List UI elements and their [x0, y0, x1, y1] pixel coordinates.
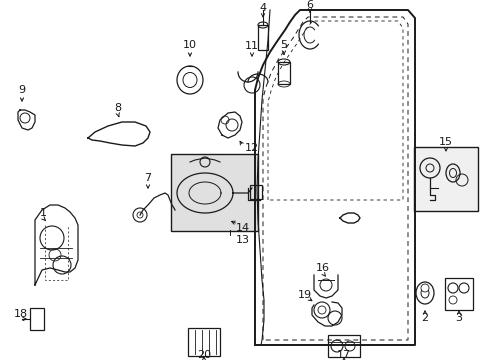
Bar	[30, 308, 44, 330]
Bar	[187, 328, 220, 356]
Text: 9: 9	[19, 85, 25, 95]
Text: 18: 18	[14, 309, 28, 319]
Text: 15: 15	[438, 137, 452, 147]
Text: 1: 1	[40, 208, 46, 218]
Text: 13: 13	[236, 235, 249, 245]
Text: 6: 6	[306, 0, 313, 10]
Text: 12: 12	[244, 143, 259, 153]
Text: 4: 4	[259, 3, 266, 13]
Bar	[327, 335, 359, 357]
Circle shape	[420, 284, 428, 292]
Text: 19: 19	[297, 290, 311, 300]
Bar	[249, 185, 262, 199]
Bar	[258, 25, 267, 50]
Text: 2: 2	[421, 313, 427, 323]
Text: 20: 20	[197, 350, 211, 360]
Text: 14: 14	[235, 223, 249, 233]
Text: 7: 7	[144, 173, 151, 183]
Bar	[444, 278, 472, 310]
Text: 10: 10	[183, 40, 197, 50]
Text: 8: 8	[114, 103, 122, 113]
Text: 11: 11	[244, 41, 259, 51]
Text: 5: 5	[280, 40, 287, 50]
FancyBboxPatch shape	[171, 154, 258, 231]
Text: 17: 17	[336, 350, 350, 360]
Text: 16: 16	[315, 263, 329, 273]
Text: 3: 3	[454, 313, 462, 323]
FancyBboxPatch shape	[413, 147, 477, 211]
Bar	[278, 62, 289, 84]
